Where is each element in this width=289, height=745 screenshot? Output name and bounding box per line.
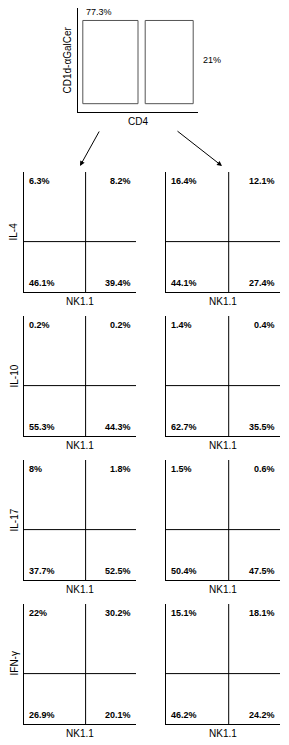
svg-text:8%: 8% [29, 464, 42, 474]
svg-text:6.3%: 6.3% [29, 176, 50, 186]
svg-text:21%: 21% [203, 55, 221, 65]
svg-text:52.5%: 52.5% [105, 566, 131, 576]
svg-text:47.5%: 47.5% [249, 566, 275, 576]
svg-text:22%: 22% [29, 608, 47, 618]
svg-text:0.6%: 0.6% [254, 464, 275, 474]
svg-text:0.4%: 0.4% [254, 320, 275, 330]
svg-text:0.2%: 0.2% [110, 320, 131, 330]
svg-text:CD1d-αGalCer: CD1d-αGalCer [62, 26, 73, 93]
svg-text:NK1.1: NK1.1 [66, 584, 94, 595]
svg-text:0.2%: 0.2% [29, 320, 50, 330]
svg-text:35.5%: 35.5% [249, 422, 275, 432]
svg-text:CD4: CD4 [128, 116, 148, 127]
svg-text:12.1%: 12.1% [249, 176, 275, 186]
svg-text:NK1.1: NK1.1 [66, 728, 94, 739]
svg-text:30.2%: 30.2% [105, 608, 131, 618]
svg-text:15.1%: 15.1% [171, 608, 197, 618]
svg-text:20.1%: 20.1% [105, 710, 131, 720]
svg-text:IL-17: IL-17 [9, 508, 20, 531]
svg-text:46.1%: 46.1% [29, 278, 55, 288]
svg-text:IFN-γ: IFN-γ [9, 651, 20, 675]
svg-text:62.7%: 62.7% [171, 422, 197, 432]
svg-text:NK1.1: NK1.1 [66, 296, 94, 307]
svg-text:NK1.1: NK1.1 [209, 584, 237, 595]
svg-text:IL-4: IL-4 [8, 223, 19, 241]
svg-text:NK1.1: NK1.1 [209, 440, 237, 451]
svg-text:26.9%: 26.9% [29, 710, 55, 720]
svg-text:37.7%: 37.7% [29, 566, 55, 576]
svg-text:44.1%: 44.1% [171, 278, 197, 288]
svg-text:39.4%: 39.4% [105, 278, 131, 288]
svg-text:1.8%: 1.8% [110, 464, 131, 474]
svg-text:24.2%: 24.2% [249, 710, 275, 720]
svg-text:NK1.1: NK1.1 [66, 440, 94, 451]
svg-text:1.4%: 1.4% [171, 320, 192, 330]
svg-text:27.4%: 27.4% [249, 278, 275, 288]
svg-text:18.1%: 18.1% [249, 608, 275, 618]
svg-text:8.2%: 8.2% [110, 176, 131, 186]
svg-text:55.3%: 55.3% [29, 422, 55, 432]
svg-text:46.2%: 46.2% [171, 710, 197, 720]
svg-text:IL-10: IL-10 [9, 364, 20, 387]
svg-text:16.4%: 16.4% [171, 176, 197, 186]
svg-text:44.3%: 44.3% [105, 422, 131, 432]
svg-text:NK1.1: NK1.1 [209, 728, 237, 739]
svg-text:77.3%: 77.3% [86, 7, 112, 17]
svg-text:50.4%: 50.4% [171, 566, 197, 576]
svg-text:NK1.1: NK1.1 [209, 296, 237, 307]
svg-text:1.5%: 1.5% [171, 464, 192, 474]
